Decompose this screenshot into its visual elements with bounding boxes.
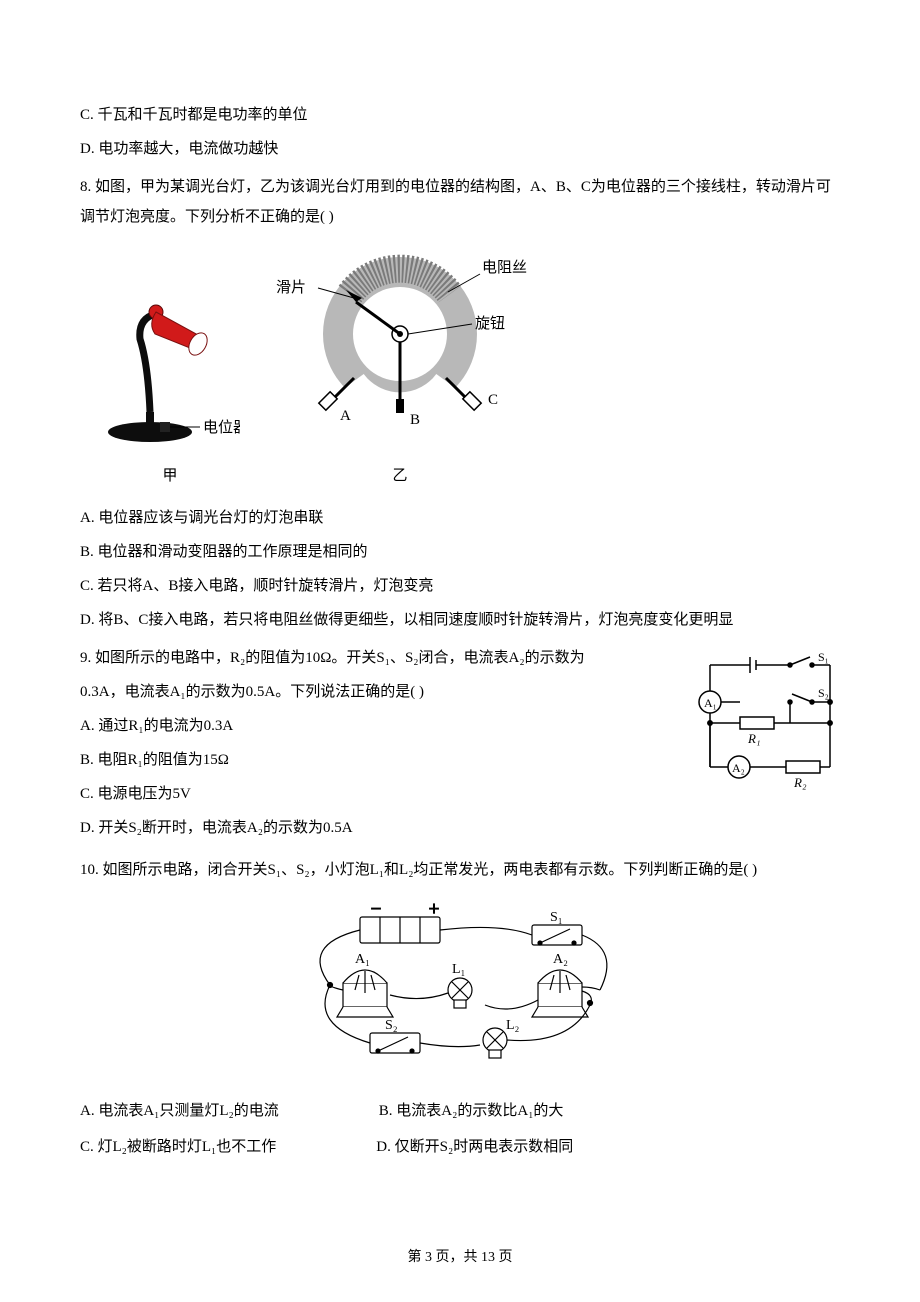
label-A1-q10: A₁ — [355, 952, 370, 967]
svg-text:＋: ＋ — [428, 902, 440, 916]
label-A1: A₁ — [704, 696, 717, 710]
circuit-diagram-icon: A₁ A₂ S₁ S₂ R₁ R₂ — [690, 647, 840, 797]
label-B: B — [410, 412, 420, 428]
label-S1: S₁ — [818, 650, 829, 664]
label-slider: 滑片 — [276, 279, 306, 296]
caption-jia: 甲 — [100, 461, 240, 491]
option-d-q7: D. 电功率越大，电流做功越快 — [80, 134, 840, 164]
label-A2-q10: A₂ — [553, 952, 568, 967]
label-A2: A₂ — [732, 761, 745, 775]
question-8: 8. 如图，甲为某调光台灯，乙为该调光台灯用到的电位器的结构图，A、B、C为电位… — [80, 172, 840, 635]
q10-options-row-1: A. 电流表A₁只测量灯L₂的电流 B. 电流表A₂的示数比A₁的大 — [80, 1096, 840, 1126]
label-R2: R₂ — [793, 775, 807, 790]
svg-text:－: － — [370, 902, 382, 916]
q10-options-row-2: C. 灯L₂被断路时灯L₁也不工作 D. 仅断开S₂时两电表示数相同 — [80, 1132, 840, 1162]
q8-option-c: C. 若只将A、B接入电路，顺时针旋转滑片，灯泡变亮 — [80, 571, 840, 601]
q8-stem: 8. 如图，甲为某调光台灯，乙为该调光台灯用到的电位器的结构图，A、B、C为电位… — [80, 172, 840, 232]
q10-option-a: A. 电流表A₁只测量灯L₂的电流 — [80, 1096, 279, 1126]
figure-q9-circuit: A₁ A₂ S₁ S₂ R₁ R₂ — [690, 647, 840, 808]
caption-yi: 乙 — [270, 461, 530, 491]
label-A: A — [340, 408, 351, 424]
label-S2-q10: S₂ — [385, 1018, 398, 1033]
label-L2-q10: L₂ — [506, 1018, 520, 1033]
figure-q10-circuit: － ＋ — [80, 895, 840, 1086]
q10-option-b: B. 电流表A₂的示数比A₁的大 — [379, 1096, 564, 1126]
q10-option-d: D. 仅断开S₂时两电表示数相同 — [376, 1132, 573, 1162]
question-9: A₁ A₂ S₁ S₂ R₁ R₂ 9. 如图所示的电路中，R₂的阻值为10Ω。… — [80, 643, 840, 847]
label-C: C — [488, 392, 498, 408]
circuit-pictorial-icon: － ＋ — [270, 895, 650, 1075]
q8-figures: 电位器 甲 — [100, 244, 840, 491]
potentiometer-diagram-icon: 电阻丝 滑片 旋钮 A B C — [270, 244, 530, 444]
label-wire: 电阻丝 — [482, 259, 527, 276]
label-S1-q10: S₁ — [550, 910, 563, 925]
label-potentiometer: 电位器 — [203, 419, 240, 436]
label-R1: R₁ — [747, 731, 760, 746]
q10-option-c: C. 灯L₂被断路时灯L₁也不工作 — [80, 1132, 276, 1162]
q9-option-d: D. 开关S₂断开时，电流表A₂的示数为0.5A — [80, 813, 840, 843]
page-footer: 第 3 页，共 13 页 — [0, 1244, 920, 1272]
figure-jia: 电位器 甲 — [100, 264, 240, 491]
option-c-q7: C. 千瓦和千瓦时都是电功率的单位 — [80, 100, 840, 130]
q10-stem: 10. 如图所示电路，闭合开关S₁、S₂，小灯泡L₁和L₂均正常发光，两电表都有… — [80, 855, 840, 885]
desk-lamp-icon: 电位器 — [100, 264, 240, 444]
question-10: 10. 如图所示电路，闭合开关S₁、S₂，小灯泡L₁和L₂均正常发光，两电表都有… — [80, 855, 840, 1162]
label-knob: 旋钮 — [475, 315, 505, 332]
q8-option-d: D. 将B、C接入电路，若只将电阻丝做得更细些，以相同速度顺时针旋转滑片，灯泡亮… — [80, 605, 840, 635]
label-L1-q10: L₁ — [452, 962, 465, 977]
figure-yi: 电阻丝 滑片 旋钮 A B C 乙 — [270, 244, 530, 491]
q8-option-b: B. 电位器和滑动变阻器的工作原理是相同的 — [80, 537, 840, 567]
label-S2: S₂ — [818, 686, 829, 700]
q8-option-a: A. 电位器应该与调光台灯的灯泡串联 — [80, 503, 840, 533]
